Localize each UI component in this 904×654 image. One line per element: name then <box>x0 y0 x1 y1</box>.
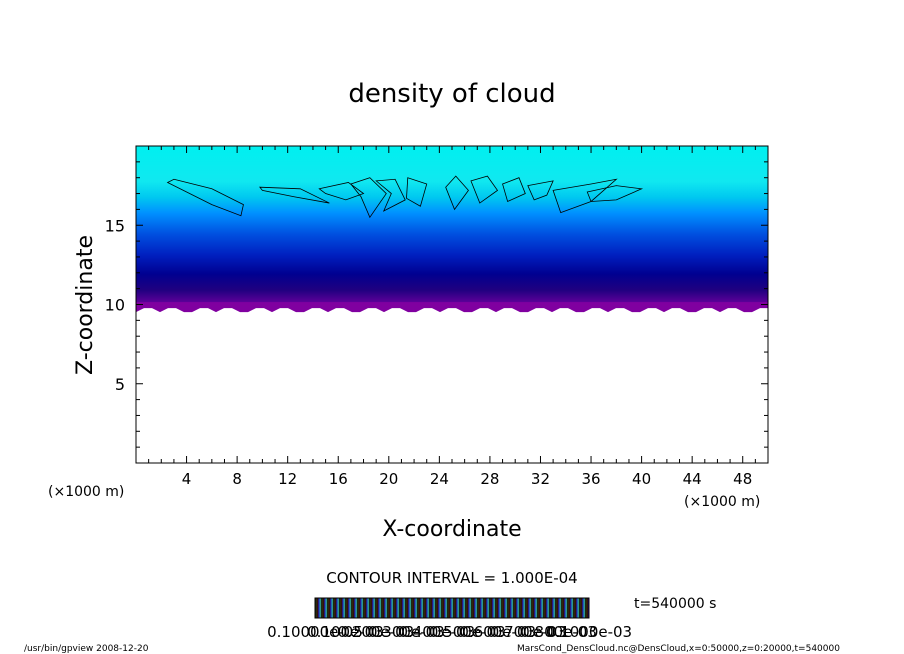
x-tick-label: 32 <box>531 470 550 488</box>
contour-line <box>586 185 644 202</box>
footer-left: /usr/bin/gpview 2008-12-20 <box>24 644 149 654</box>
colorbar-label: 0.100e-03 <box>307 623 384 641</box>
colorbar-label: 0.200e-03 <box>338 623 415 641</box>
x-tick-label: 8 <box>232 470 242 488</box>
colorbar-label: 0.400e-03 <box>398 623 475 641</box>
colorbar <box>314 597 590 619</box>
x-tick-label: 24 <box>430 470 449 488</box>
contour-line <box>166 178 244 217</box>
contour-line <box>375 178 406 212</box>
x-tick-label: 36 <box>581 470 600 488</box>
axis-ticks <box>136 146 768 463</box>
colorbar-label: 0.800e-03 <box>520 623 597 641</box>
cloud-density-field <box>136 146 768 307</box>
contour-line <box>406 177 428 207</box>
contour-line <box>318 182 365 201</box>
colorbar-label: 0.10000e-05 <box>267 623 363 641</box>
colorbar-label: 0.500e-03 <box>429 623 506 641</box>
plot-area <box>136 146 768 313</box>
x-tick-label: 16 <box>329 470 348 488</box>
contour-line <box>527 180 554 201</box>
colorbar-label: 0.1000e-03 <box>546 623 632 641</box>
x-tick-label: 40 <box>632 470 651 488</box>
x-tick-label: 28 <box>480 470 499 488</box>
y-tick-label: 15 <box>105 216 125 235</box>
contour-line <box>502 177 526 203</box>
colorbar-label: 0.700e-03 <box>490 623 567 641</box>
contour-line <box>350 177 387 219</box>
colorbar-label: 0.300e-03 <box>368 623 445 641</box>
contour-line <box>445 175 469 211</box>
x-tick-labels: 4 8 12 16 20 24 28 32 36 40 44 48 <box>182 470 752 488</box>
x-tick-label: 20 <box>379 470 398 488</box>
colorbar-labels: 0.10000e-050.100e-030.200e-030.300e-030.… <box>267 623 632 641</box>
z-unit-label: (×1000 m) <box>48 484 124 500</box>
y-axis-title: Z-coordinate <box>73 235 98 375</box>
x-unit-label: (×1000 m) <box>684 494 760 510</box>
cloud-base-band <box>136 302 768 313</box>
y-tick-labels: 5 10 15 <box>105 216 125 394</box>
x-tick-label: 4 <box>182 470 192 488</box>
y-tick-label: 5 <box>115 375 125 394</box>
x-axis-title: X-coordinate <box>382 517 521 542</box>
time-label: t=540000 s <box>634 596 716 612</box>
contour-line <box>552 178 618 214</box>
colorbar-label: 0.600e-03 <box>459 623 536 641</box>
y-tick-label: 10 <box>105 296 125 315</box>
contour-line <box>259 186 330 204</box>
footer-right: MarsCond_DensCloud.nc@DensCloud,x=0:5000… <box>517 644 840 654</box>
contour-line <box>470 175 499 204</box>
x-tick-label: 12 <box>278 470 297 488</box>
chart-title: density of cloud <box>348 79 555 109</box>
contour-interval-label: CONTOUR INTERVAL = 1.000E-04 <box>326 569 577 587</box>
x-tick-label: 44 <box>683 470 702 488</box>
x-tick-label: 48 <box>733 470 752 488</box>
